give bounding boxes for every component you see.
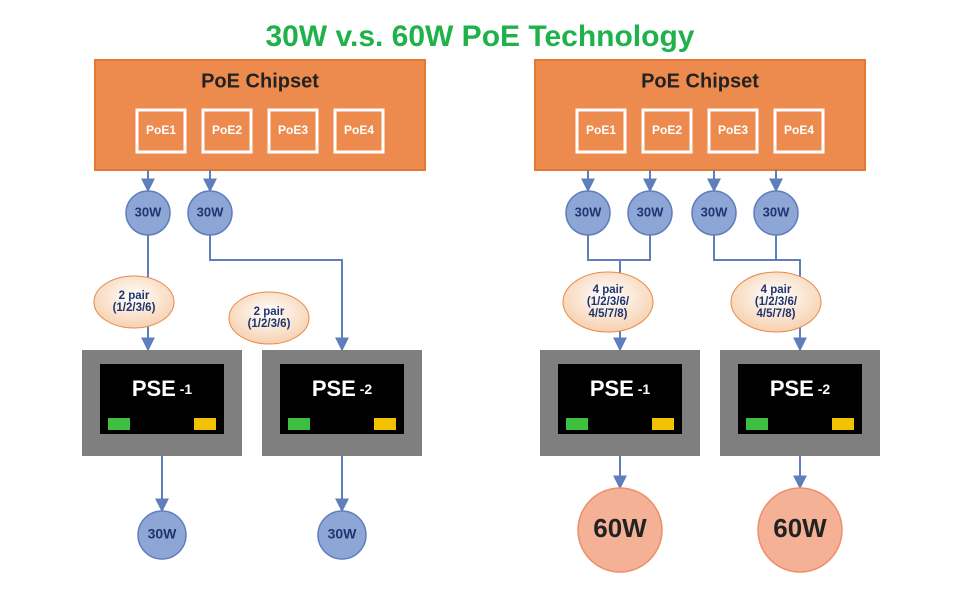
page-title: 30W v.s. 60W PoE Technology	[266, 20, 695, 53]
right-out-circle-0-label: 60W	[593, 513, 647, 543]
right-watt-circle-3-label: 30W	[763, 204, 790, 219]
right-pse-1-led-green	[566, 418, 588, 430]
right-watt-circle-2-label: 30W	[701, 204, 728, 219]
right-pair-ellipse-0-line-0: 4 pair	[593, 284, 624, 296]
right-port-4-label: PoE4	[784, 123, 814, 137]
left-pair-ellipse-1-line-1: (1/2/3/6)	[248, 318, 291, 330]
right-pair-ellipse-1-line-2: 4/5/7/8)	[757, 308, 796, 320]
left-port-3-label: PoE3	[278, 123, 308, 137]
left-pair-ellipse-1-line-0: 2 pair	[254, 306, 285, 318]
left-watt-circle-0-label: 30W	[135, 204, 162, 219]
left-pse-2-led-yellow	[374, 418, 396, 430]
left-pse-1-led-yellow	[194, 418, 216, 430]
right-port-1-label: PoE1	[586, 123, 616, 137]
left-port-4-label: PoE4	[344, 123, 374, 137]
left-watt-circle-1-label: 30W	[197, 204, 224, 219]
left-chipset-title: PoE Chipset	[201, 70, 319, 92]
right-watt-circle-0-label: 30W	[575, 204, 602, 219]
right-pse-1-led-yellow	[652, 418, 674, 430]
right-port-3-label: PoE3	[718, 123, 748, 137]
left-out-circle-1-label: 30W	[328, 526, 358, 542]
left-pse-1-led-green	[108, 418, 130, 430]
right-pair-ellipse-1-line-1: (1/2/3/6/	[755, 296, 798, 308]
left-pair-ellipse-0-line-1: (1/2/3/6)	[113, 302, 156, 314]
right-pse-2-led-green	[746, 418, 768, 430]
left-pair-ellipse-0-line-0: 2 pair	[119, 290, 150, 302]
right-out-circle-1-label: 60W	[773, 513, 827, 543]
right-chipset-title: PoE Chipset	[641, 70, 759, 92]
left-pse-2-led-green	[288, 418, 310, 430]
right-port-2-label: PoE2	[652, 123, 682, 137]
left-port-2-label: PoE2	[212, 123, 242, 137]
right-pse-2-led-yellow	[832, 418, 854, 430]
right-watt-circle-1-label: 30W	[637, 204, 664, 219]
right-pair-ellipse-0-line-2: 4/5/7/8)	[589, 308, 628, 320]
left-port-1-label: PoE1	[146, 123, 176, 137]
right-pair-ellipse-1-line-0: 4 pair	[761, 284, 792, 296]
left-out-circle-0-label: 30W	[148, 526, 178, 542]
right-pair-ellipse-0-line-1: (1/2/3/6/	[587, 296, 630, 308]
